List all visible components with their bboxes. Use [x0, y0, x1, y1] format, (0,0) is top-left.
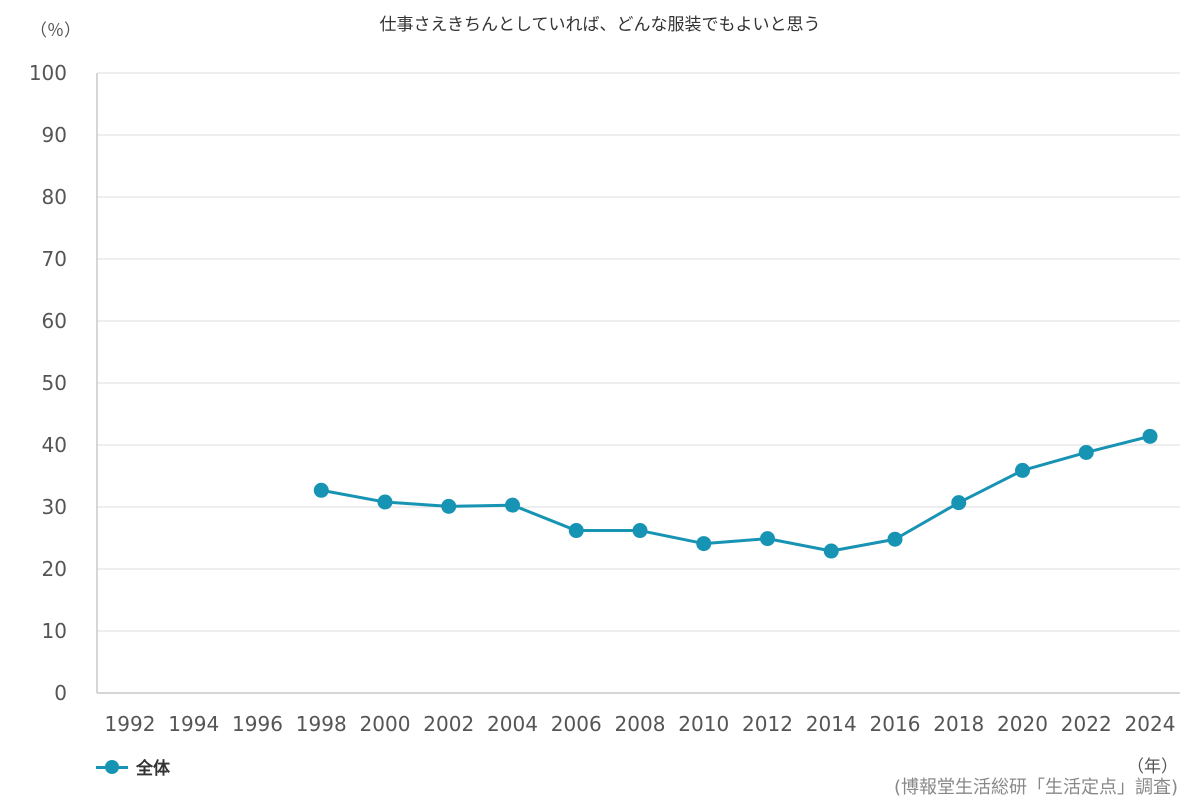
legend: 全体 — [96, 754, 170, 779]
data-point-2002 — [441, 498, 457, 514]
x-tick-label: 1996 — [232, 712, 283, 736]
y-tick-label: 40 — [42, 433, 67, 457]
data-point-2024 — [1142, 428, 1158, 444]
legend-series-marker — [96, 759, 128, 775]
y-tick-label: 60 — [42, 309, 67, 333]
x-axis-unit-label: （年） — [1127, 757, 1178, 777]
x-tick-label: 2004 — [487, 712, 538, 736]
x-tick-label: 2010 — [678, 712, 729, 736]
y-axis-unit-label: （％） — [30, 21, 81, 41]
data-point-2012 — [760, 531, 775, 547]
data-point-2020 — [1015, 462, 1030, 478]
x-tick-label: 2000 — [360, 712, 411, 736]
series-layer — [313, 428, 1158, 559]
x-tick-label: 1992 — [105, 712, 156, 736]
x-tick-label: 2008 — [615, 712, 666, 736]
x-tick-label: 2002 — [423, 712, 474, 736]
chart-title: 仕事さえきちんとしていれば、どんな服装でもよいと思う — [379, 15, 821, 35]
y-tick-label: 90 — [42, 123, 67, 147]
data-point-2000 — [377, 494, 393, 510]
y-tick-label: 50 — [42, 371, 67, 395]
source-note: (博報堂生活総研「生活定点」調査) — [893, 777, 1178, 798]
data-point-2004 — [505, 497, 520, 513]
data-point-2010 — [696, 536, 712, 552]
y-tick-label: 100 — [29, 61, 67, 85]
y-tick-label: 70 — [42, 247, 67, 271]
gridlines — [97, 72, 1180, 694]
y-tick-label: 10 — [42, 619, 67, 643]
data-point-2014 — [823, 543, 839, 559]
x-tick-label: 2018 — [933, 712, 984, 736]
data-point-1998 — [313, 482, 329, 498]
y-tick-label: 30 — [42, 495, 67, 519]
x-tick-label: 1998 — [296, 712, 347, 736]
x-tick-label: 2012 — [742, 712, 793, 736]
x-tick-label: 2024 — [1125, 712, 1176, 736]
x-tick-label: 2022 — [1061, 712, 1112, 736]
x-tick-label: 2016 — [870, 712, 921, 736]
y-tick-label: 20 — [42, 557, 67, 581]
data-point-2018 — [951, 495, 967, 511]
x-tick-label: 1994 — [168, 712, 219, 736]
legend-series-label: 全体 — [136, 759, 170, 779]
y-tick-label: 0 — [54, 681, 67, 705]
x-axis: 1992 1994 1996 1998 2000 2002 2004 2006 2008 2010… — [105, 712, 1176, 736]
y-axis: 0 10 20 30 40 50 60 70 80 90 100 — [29, 61, 98, 705]
data-point-2016 — [887, 531, 903, 547]
data-point-2008 — [632, 523, 648, 539]
y-tick-label: 80 — [42, 185, 67, 209]
x-tick-label: 2014 — [806, 712, 857, 736]
x-tick-label: 2020 — [997, 712, 1048, 736]
data-point-2022 — [1078, 444, 1094, 460]
series-line-0 — [320, 434, 1151, 553]
x-tick-label: 2006 — [551, 712, 602, 736]
data-point-2006 — [568, 523, 584, 539]
